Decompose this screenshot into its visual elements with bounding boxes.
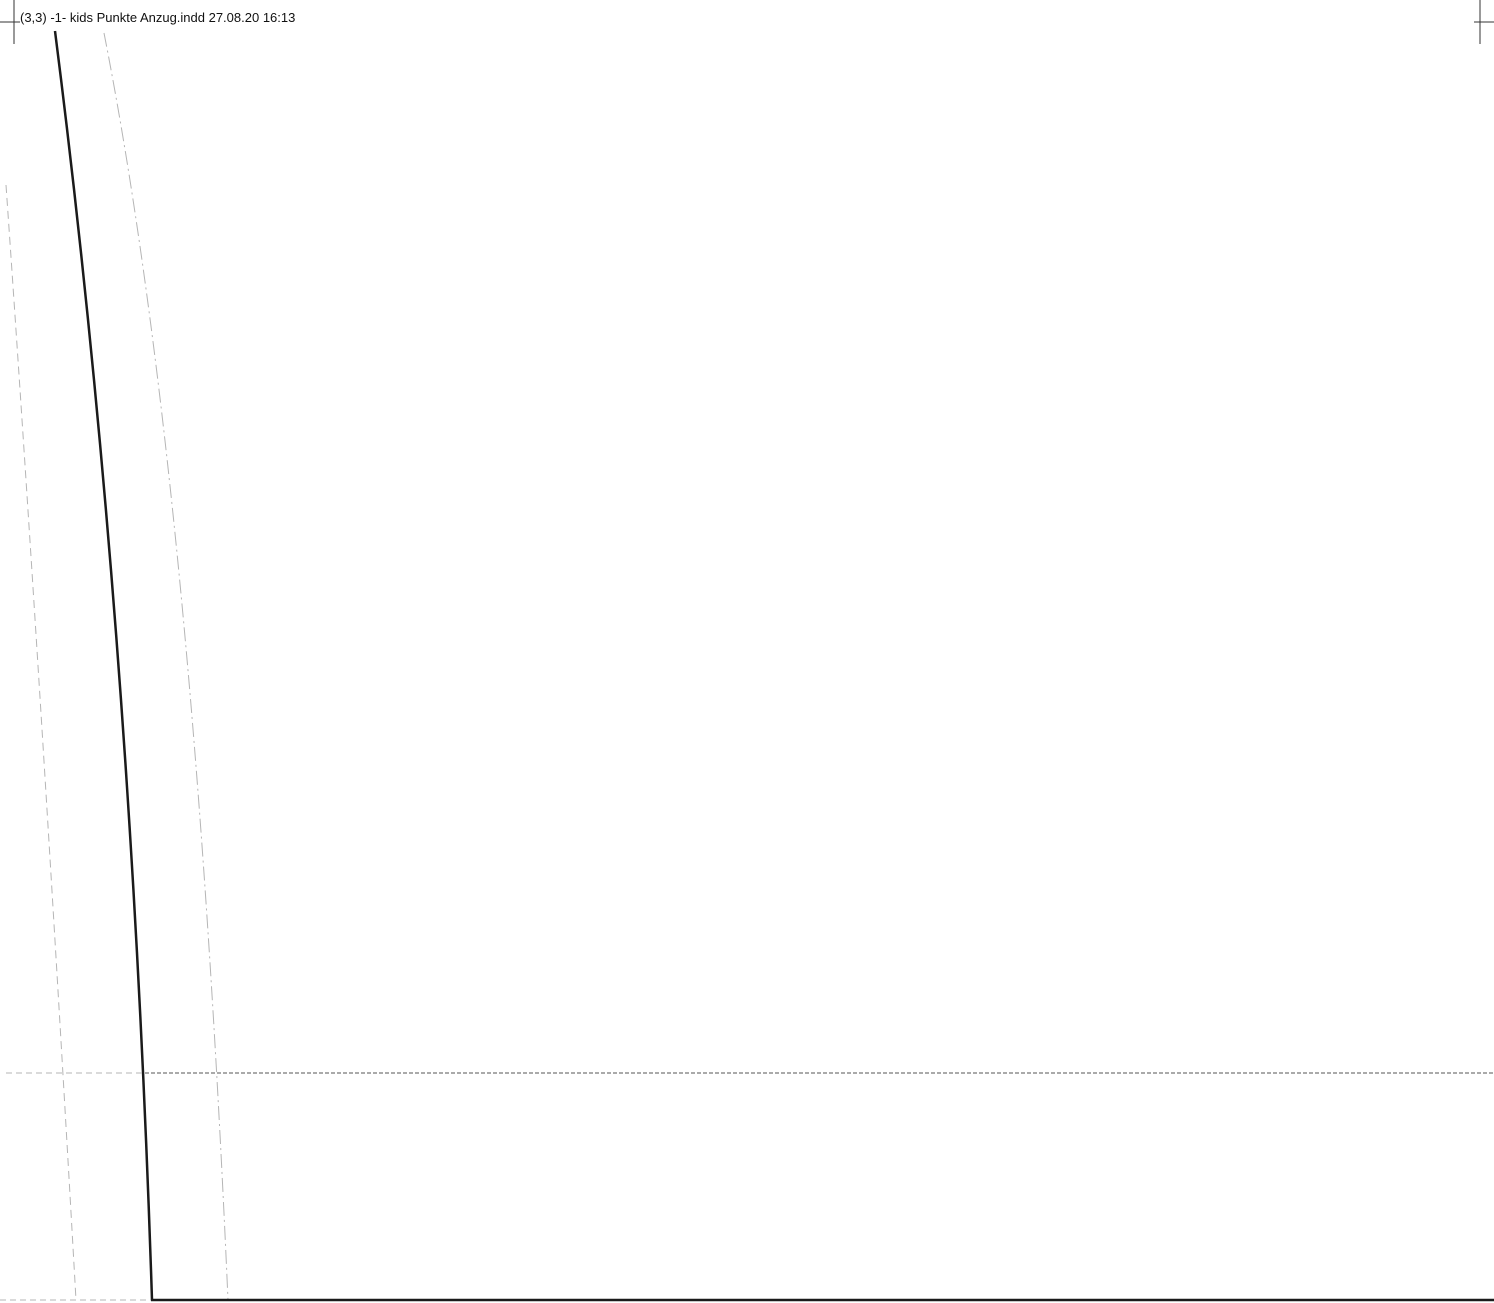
registration-mark-top-right — [1474, 0, 1494, 44]
slug-text: (3,3) -1- kids Punkte Anzug.indd 27.08.2… — [20, 10, 296, 25]
seam-allowance-guide-left — [5, 184, 77, 1301]
dash-dot-guide-curve — [103, 32, 229, 1301]
registration-mark-top-left — [0, 0, 20, 44]
pattern-cut-line-side — [53, 30, 154, 1301]
